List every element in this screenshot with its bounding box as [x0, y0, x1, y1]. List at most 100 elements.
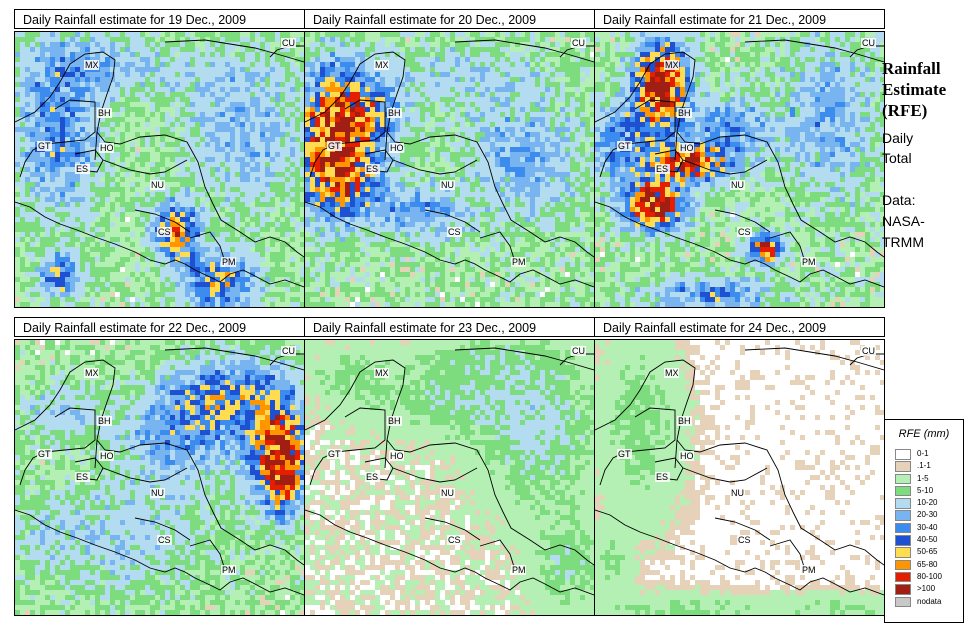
panel-title: Daily Rainfall estimate for 20 Dec., 200… [304, 9, 595, 29]
place-label-cs: CS [448, 535, 461, 545]
boundary-line [595, 201, 884, 288]
boundary-line [305, 359, 594, 566]
boundary-line [164, 39, 304, 63]
place-label-backdrop [281, 346, 296, 356]
rainfall-map: MX BH GT HO ES NU CS PM CU [594, 339, 885, 616]
legend-label: 50-65 [917, 547, 938, 557]
place-label-backdrop [387, 108, 402, 118]
place-label-backdrop [157, 227, 172, 237]
boundary-line [392, 467, 478, 483]
boundary-line [102, 159, 188, 175]
place-label-backdrop [730, 488, 745, 498]
panel-title: Daily Rainfall estimate for 21 Dec., 200… [594, 9, 885, 29]
boundary-line [769, 231, 806, 263]
boundary-line [305, 509, 594, 596]
place-label-backdrop [365, 472, 380, 482]
place-label-backdrop [801, 257, 816, 267]
coastline-overlay: MX BH GT HO ES NU CS PM CU [15, 38, 304, 288]
place-label-backdrop [440, 488, 455, 498]
legend-label: 0-1 [917, 449, 929, 458]
boundary-line [15, 359, 304, 566]
boundary-line [164, 347, 304, 371]
place-label-gt: GT [38, 449, 51, 459]
place-label-nu: NU [731, 488, 744, 498]
source-line-3: TRMM [882, 234, 924, 250]
place-label-backdrop [677, 108, 692, 118]
place-label-backdrop [440, 180, 455, 190]
legend-swatch [895, 571, 911, 583]
place-label-es: ES [656, 472, 668, 482]
boundary-line [714, 209, 771, 233]
place-label-mx: MX [85, 60, 99, 70]
legend-heading: Rainfall Estimate (RFE) [882, 58, 946, 121]
place-label-backdrop [801, 565, 816, 575]
coastline-overlay: MX BH GT HO ES NU CS PM CU [305, 346, 594, 596]
boundary-line [305, 51, 594, 258]
legend-row: >100 [885, 583, 963, 595]
place-label-nu: NU [151, 488, 164, 498]
place-label-backdrop [679, 451, 694, 461]
legend-row: 40-50 [885, 534, 963, 546]
place-label-bh: BH [388, 416, 401, 426]
legend-label: 40-50 [917, 535, 938, 545]
place-label-es: ES [76, 472, 88, 482]
legend-swatch [895, 547, 911, 558]
boundary-line [599, 99, 676, 178]
place-label-ho: HO [100, 143, 114, 153]
boundary-line [189, 539, 226, 571]
boundary-line [15, 201, 304, 288]
place-label-es: ES [366, 164, 378, 174]
rainfall-map: MX BH GT HO ES NU CS PM CU [14, 339, 305, 616]
place-label-nu: NU [441, 180, 454, 190]
boundary-line [744, 347, 884, 371]
boundary-line [305, 201, 594, 288]
place-label-bh: BH [98, 416, 111, 426]
rainfall-map: MX BH GT HO ES NU CS PM CU [14, 31, 305, 308]
place-label-ho: HO [680, 143, 694, 153]
place-label-es: ES [76, 164, 88, 174]
place-label-backdrop [150, 180, 165, 190]
boundary-line [744, 39, 884, 63]
place-label-cu: CU [282, 38, 295, 48]
legend-row: 30-40 [885, 522, 963, 534]
place-label-cs: CS [738, 535, 751, 545]
rainfall-map: MX BH GT HO ES NU CS PM CU [304, 339, 595, 616]
place-label-backdrop [737, 227, 752, 237]
place-label-backdrop [389, 451, 404, 461]
legend-label: .1-1 [917, 461, 931, 471]
boundary-line [15, 51, 304, 258]
place-label-backdrop [664, 368, 679, 378]
rainfall-field [15, 32, 304, 307]
boundary-line [392, 159, 478, 175]
boundary-line [384, 131, 388, 161]
place-label-mx: MX [665, 368, 679, 378]
accumulation-period: Daily Total [882, 128, 913, 168]
legend-label: 30-40 [917, 522, 938, 532]
boundary-line [309, 99, 386, 178]
boundary-line [102, 467, 188, 483]
place-label-cu: CU [572, 38, 585, 48]
boundary-line [714, 517, 771, 541]
place-label-nu: NU [151, 180, 164, 190]
boundary-line [424, 209, 481, 233]
place-label-pm: PM [512, 565, 526, 575]
place-label-backdrop [511, 257, 526, 267]
boundary-line [19, 407, 96, 486]
place-label-backdrop [157, 535, 172, 545]
boundary-line [309, 407, 386, 486]
place-label-backdrop [97, 108, 112, 118]
source-line-2: NASA- [882, 213, 925, 229]
place-label-pm: PM [512, 257, 526, 267]
place-label-ho: HO [390, 143, 404, 153]
panel-title: Daily Rainfall estimate for 23 Dec., 200… [304, 317, 595, 337]
rainfall-field [15, 340, 304, 615]
place-label-backdrop [221, 565, 236, 575]
legend-row: nodata [885, 596, 963, 608]
boundary-line [595, 509, 884, 596]
legend-label: 1-5 [917, 473, 929, 483]
place-label-backdrop [150, 488, 165, 498]
rainfall-field [595, 340, 884, 615]
legend-row: 65-80 [885, 559, 963, 571]
legend-label: >100 [917, 584, 936, 594]
place-label-backdrop [84, 60, 99, 70]
